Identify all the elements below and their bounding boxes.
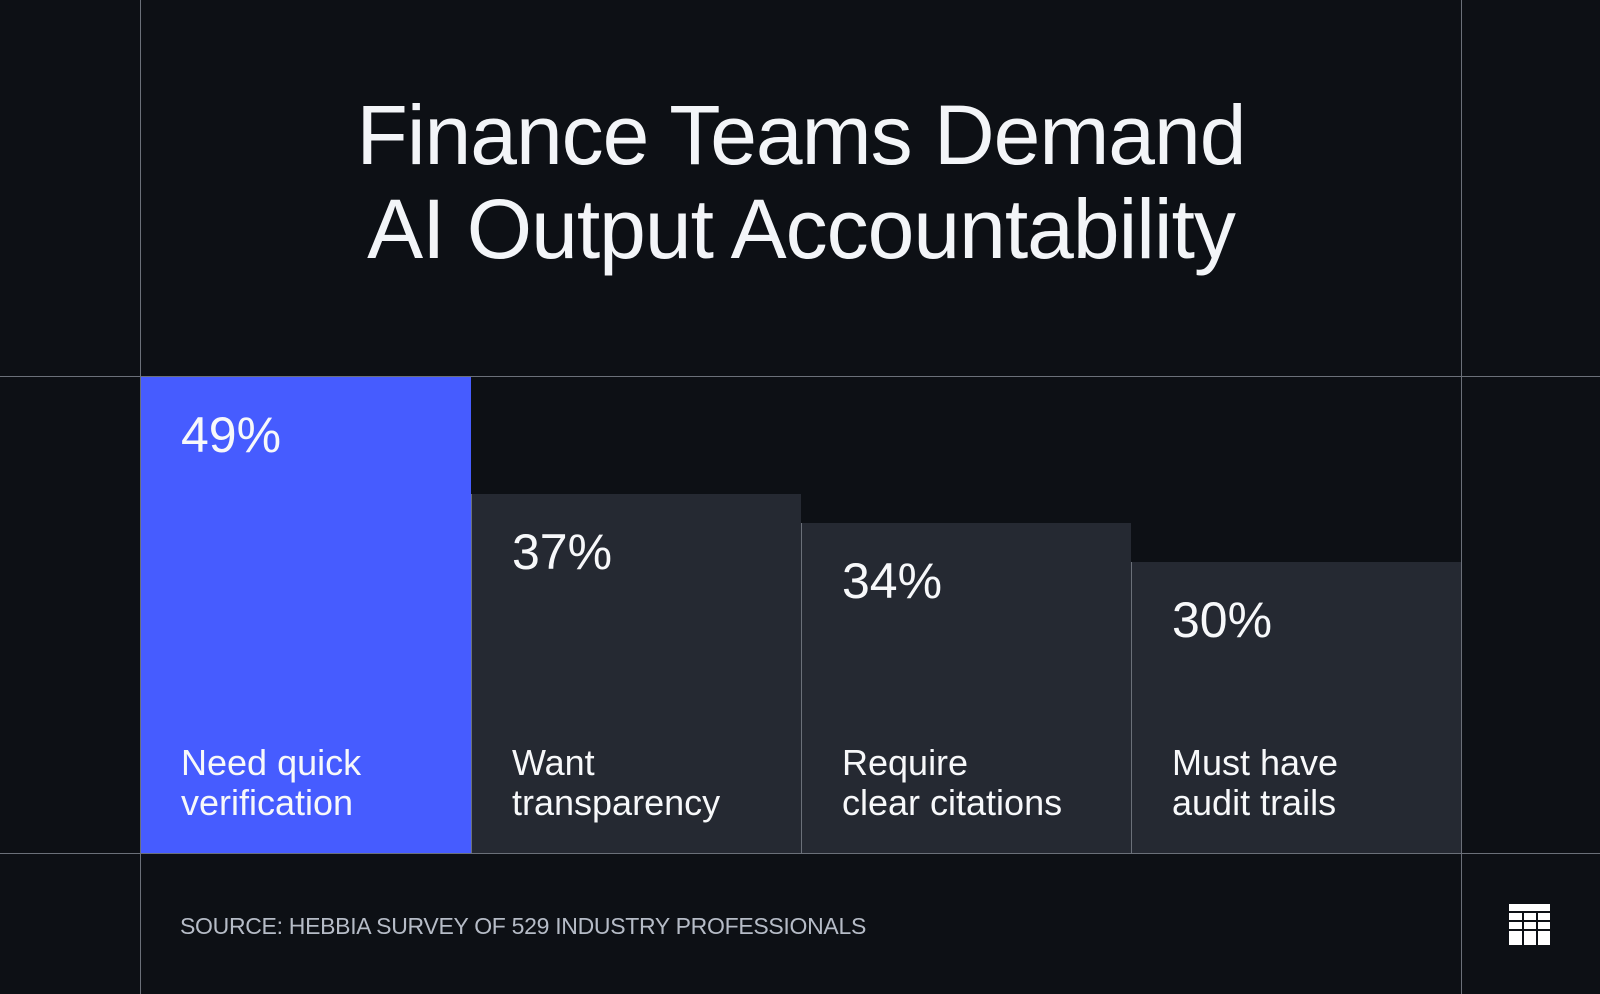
bar-value-label: 30% [1172, 591, 1273, 648]
bar-value-label: 34% [842, 552, 943, 609]
chart-title-line-1: Finance Teams Demand [356, 88, 1247, 182]
source-note: SOURCE: HEBBIA SURVEY OF 529 INDUSTRY PR… [180, 913, 866, 939]
bar-1: 49% Need quick verification [141, 377, 471, 853]
bar-category-label: Require clear citations [842, 742, 1063, 823]
chart-title: Finance Teams Demand AI Output Accountab… [141, 88, 1461, 276]
chart-title-line-2: AI Output Accountability [367, 182, 1236, 276]
bar-value-label: 37% [512, 523, 613, 580]
bar-chart: 49% Need quick verification 37% Want transp… [141, 377, 1461, 853]
frame-line-bottom [0, 853, 1600, 854]
bar-category-label: Must have audit trails [1172, 742, 1339, 823]
bar-value-label: 49% [181, 407, 282, 463]
bar-2: 37% Want transparency [471, 493, 801, 853]
bar-4: 30% Must have audit trails [1131, 561, 1461, 853]
frame-line-right [1461, 0, 1462, 994]
bar-category-label: Need quick verification [181, 742, 362, 823]
grid-logo-icon [1509, 904, 1550, 945]
frame-line-left [140, 0, 141, 994]
bar-3: 34% Require clear citations [801, 522, 1131, 853]
bar-category-label: Want transparency [512, 742, 721, 823]
frame-line-top [0, 376, 1600, 377]
